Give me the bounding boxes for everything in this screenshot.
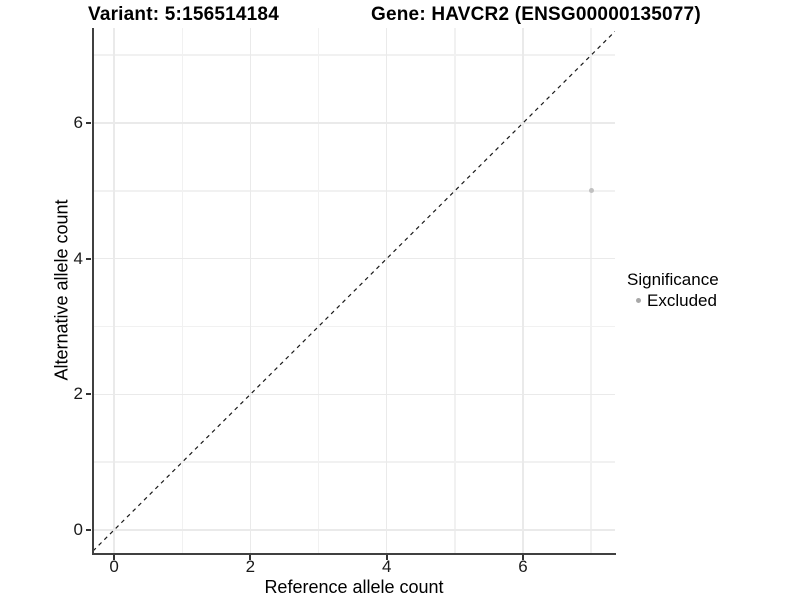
y-axis-tick-label: 2 xyxy=(73,384,83,404)
plot-panel xyxy=(93,28,615,553)
y-axis-tick xyxy=(86,121,91,124)
gridline-x-major xyxy=(113,28,115,553)
x-axis-tick xyxy=(113,555,116,560)
gridline-x-minor xyxy=(454,28,456,553)
y-axis-line xyxy=(92,28,94,555)
y-axis-tick-label: 4 xyxy=(73,248,83,268)
y-axis-tick-label: 6 xyxy=(73,112,83,132)
gridline-x-minor xyxy=(317,28,320,553)
gridline-x-major xyxy=(522,28,524,553)
gridline-x-major xyxy=(385,28,388,553)
y-axis-tick xyxy=(86,528,91,531)
gridline-y-major xyxy=(93,257,615,260)
gene-title: Gene: HAVCR2 (ENSG00000135077) xyxy=(371,4,701,25)
y-axis-tick-label: 0 xyxy=(73,519,83,539)
x-axis-line xyxy=(92,553,616,555)
gridline-y-major xyxy=(93,122,615,124)
x-axis-tick-label: 0 xyxy=(109,557,119,576)
gridline-y-major xyxy=(93,529,615,531)
x-axis-title: Reference allele count xyxy=(264,577,444,597)
gridline-x-minor xyxy=(181,28,184,553)
x-axis-tick xyxy=(385,555,388,560)
legend-key-dot-icon xyxy=(636,298,641,303)
gridline-x-minor xyxy=(590,28,592,553)
x-axis-tick-label: 6 xyxy=(518,557,528,576)
gridline-x-major xyxy=(249,28,252,553)
legend-title: Significance xyxy=(627,270,719,289)
y-axis-tick xyxy=(86,257,91,260)
gridline-y-minor xyxy=(93,190,615,192)
y-axis-tick xyxy=(86,393,91,396)
y-axis-title: Alternative allele count xyxy=(51,199,72,381)
x-axis-tick-label: 4 xyxy=(381,557,392,576)
identity-line xyxy=(93,30,615,552)
identity-line-svg xyxy=(93,30,615,552)
x-axis-tick xyxy=(522,555,524,560)
legend-item: Excluded xyxy=(627,290,719,311)
gridline-y-minor xyxy=(93,54,615,56)
data-point xyxy=(588,188,594,194)
legend: Significance Excluded xyxy=(627,269,719,311)
x-axis-tick xyxy=(249,555,252,560)
x-axis-tick-label: 2 xyxy=(245,557,256,576)
variant-title: Variant: 5:156514184 xyxy=(88,4,279,25)
gridline-y-major xyxy=(93,393,615,396)
legend-item-label: Excluded xyxy=(647,291,717,310)
gridline-y-minor xyxy=(93,461,615,463)
gridline-y-minor xyxy=(93,325,615,328)
